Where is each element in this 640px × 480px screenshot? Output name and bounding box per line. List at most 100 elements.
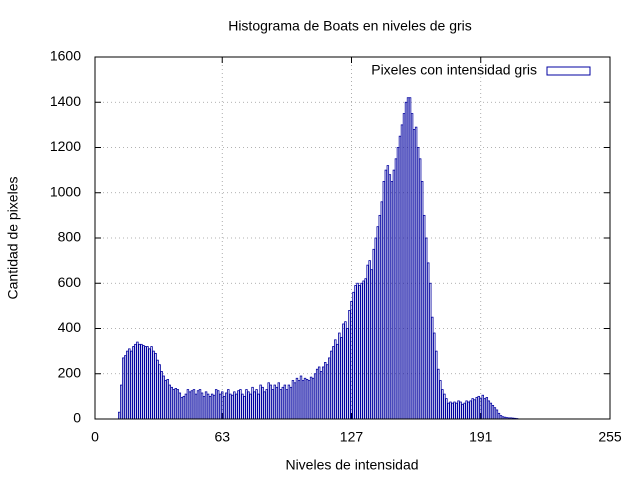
bar: [241, 393, 244, 420]
bar: [366, 264, 369, 420]
bar: [445, 398, 448, 420]
bar: [497, 412, 501, 420]
y-tick-label: 400: [58, 319, 82, 335]
y-tick-label: 1000: [50, 183, 81, 199]
bar: [194, 393, 198, 420]
bar: [265, 389, 268, 420]
bar: [118, 411, 121, 420]
bar: [453, 401, 456, 420]
bar: [380, 201, 383, 420]
bar: [257, 393, 260, 420]
bar: [435, 350, 438, 420]
bar: [370, 269, 373, 420]
bar: [322, 366, 325, 420]
x-tick-label: 255: [598, 429, 622, 445]
bar: [273, 384, 276, 420]
bar: [156, 359, 159, 420]
bar: [150, 346, 153, 420]
legend-swatch: [546, 66, 591, 76]
bar: [455, 402, 458, 420]
bar: [489, 402, 493, 420]
bar: [422, 214, 426, 420]
bar: [382, 181, 386, 420]
bar: [124, 355, 127, 420]
bar: [190, 390, 194, 420]
bar: [425, 237, 428, 420]
bar: [396, 147, 400, 420]
bar: [326, 364, 329, 420]
bar: [467, 401, 470, 420]
bar: [348, 309, 351, 420]
bar: [340, 337, 343, 420]
bar: [433, 332, 436, 420]
bar: [360, 282, 363, 420]
bar: [138, 343, 141, 420]
bar: [303, 377, 307, 420]
bar: [279, 389, 283, 420]
bar: [386, 165, 390, 420]
bar: [408, 97, 412, 420]
bar: [277, 382, 280, 420]
bar: [416, 147, 420, 420]
bar: [198, 389, 202, 420]
bar: [412, 128, 416, 420]
bar: [368, 260, 371, 420]
bar: [269, 384, 272, 420]
bar: [283, 384, 287, 420]
bar: [227, 389, 230, 420]
bar: [219, 393, 222, 420]
plot-frame: [94, 56, 611, 420]
bar: [192, 389, 196, 420]
bar: [449, 401, 452, 420]
bar: [299, 375, 303, 420]
bar: [148, 348, 151, 420]
bar: [477, 395, 480, 420]
bar: [311, 377, 315, 420]
bar: [487, 400, 491, 420]
bar: [295, 377, 299, 420]
y-tick-label: 0: [73, 410, 81, 426]
bar: [473, 399, 476, 420]
bar: [364, 278, 367, 420]
legend-label: Pixeles con intensidad gris: [371, 62, 537, 78]
bar: [122, 357, 125, 420]
bar: [154, 352, 157, 420]
bar: [404, 101, 408, 420]
bar: [390, 181, 394, 420]
bar: [437, 368, 440, 420]
bar: [132, 346, 135, 420]
bar: [140, 343, 143, 420]
bar: [166, 379, 169, 420]
y-tick-label: 1600: [50, 48, 81, 64]
bar: [463, 402, 466, 420]
bar: [301, 380, 305, 420]
bar: [388, 174, 392, 420]
bar: [378, 214, 381, 420]
x-axis-label: Niveles de intensidad: [285, 457, 418, 473]
bar: [249, 393, 252, 420]
bar: [259, 384, 262, 420]
y-tick-label: 200: [58, 364, 82, 380]
bar: [376, 226, 379, 420]
bar: [344, 321, 347, 420]
bar: [271, 389, 274, 420]
bar: [196, 390, 200, 420]
bar: [307, 380, 311, 420]
bar: [336, 343, 339, 420]
bar: [136, 341, 139, 420]
bar: [293, 382, 297, 420]
bar: [174, 388, 177, 420]
y-tick-label: 800: [58, 229, 82, 245]
bar: [144, 346, 147, 420]
bar: [285, 389, 289, 420]
bar: [483, 398, 486, 420]
bar: [120, 384, 123, 420]
bar: [176, 389, 180, 420]
bar: [402, 113, 406, 420]
bar: [313, 373, 317, 420]
bar: [225, 392, 228, 420]
bar: [275, 386, 278, 420]
bar: [420, 181, 424, 420]
bar: [324, 362, 327, 420]
bar: [134, 343, 137, 420]
